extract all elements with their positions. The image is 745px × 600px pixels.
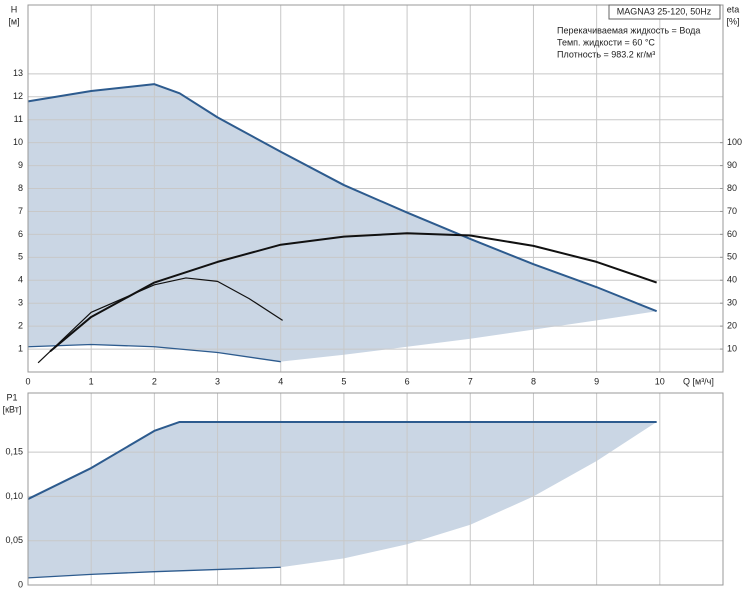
y2-unit: [%] [726,16,739,26]
x-tick-label: 9 [594,376,599,386]
y-tick-label: 11 [14,114,23,124]
y-tick-label: 8 [18,183,23,193]
y-label: P1 [6,392,17,402]
y2-tick-label: 50 [727,252,737,262]
y2-tick-label: 90 [727,160,737,170]
y-unit: [кВт] [3,404,22,414]
line-series [27,343,281,363]
line-series [37,277,283,364]
line-series [27,566,281,579]
line-series [27,83,658,313]
y-tick-label: 10 [13,137,23,147]
x-tick-label: 4 [278,376,283,386]
y-tick-label: 3 [18,298,23,308]
x-tick-label: 3 [215,376,220,386]
operating-area [28,84,657,362]
y-tick-label: 0,05 [5,535,23,545]
x-tick-label: 5 [341,376,346,386]
line-series [27,420,657,500]
y2-tick-label: 60 [727,229,737,239]
x-tick-label: 2 [152,376,157,386]
plot-frame [27,4,724,373]
x-label: Q [м³/ч] [683,376,714,386]
y-tick-label: 1 [18,343,23,353]
x-tick-label: 7 [468,376,473,386]
y-tick-label: 2 [18,321,23,331]
y-tick-label: 12 [13,91,23,101]
note: Темп. жидкости = 60 °C [557,37,655,47]
y-tick-label: 6 [18,229,23,239]
y-tick-label: 5 [18,252,23,262]
y2-tick-label: 20 [727,321,737,331]
y2-tick-label: 40 [727,275,737,285]
y-tick-label: 4 [18,275,23,285]
y-tick-label: 0 [18,579,23,589]
x-tick-label: 0 [25,376,30,386]
note: Плотность = 983.2 кг/м³ [557,49,655,59]
legend-box [608,4,721,20]
note: Перекачиваемая жидкость = Вода [557,25,700,35]
operating-area [28,421,657,578]
y-tick-label: 9 [18,160,23,170]
x-tick-label: 1 [89,376,94,386]
x-tick-label: 6 [405,376,410,386]
y-tick-label: 13 [13,68,23,78]
y-label: H [11,4,18,14]
y2-tick-label: 30 [727,298,737,308]
plot-frame [27,392,724,586]
y-tick-label: 7 [18,206,23,216]
legend-title: MAGNA3 25-120, 50Hz [617,6,712,16]
y2-tick-label: 70 [727,206,737,216]
y2-label: eta [727,4,740,14]
x-tick-label: 8 [531,376,536,386]
y2-tick-label: 10 [727,343,737,353]
y2-tick-label: 80 [727,183,737,193]
y2-tick-label: 100 [727,137,742,147]
y-tick-label: 0,10 [5,491,23,501]
x-tick-label: 10 [655,376,665,386]
y-tick-label: 0,15 [5,446,23,456]
y-unit: [м] [8,16,19,26]
